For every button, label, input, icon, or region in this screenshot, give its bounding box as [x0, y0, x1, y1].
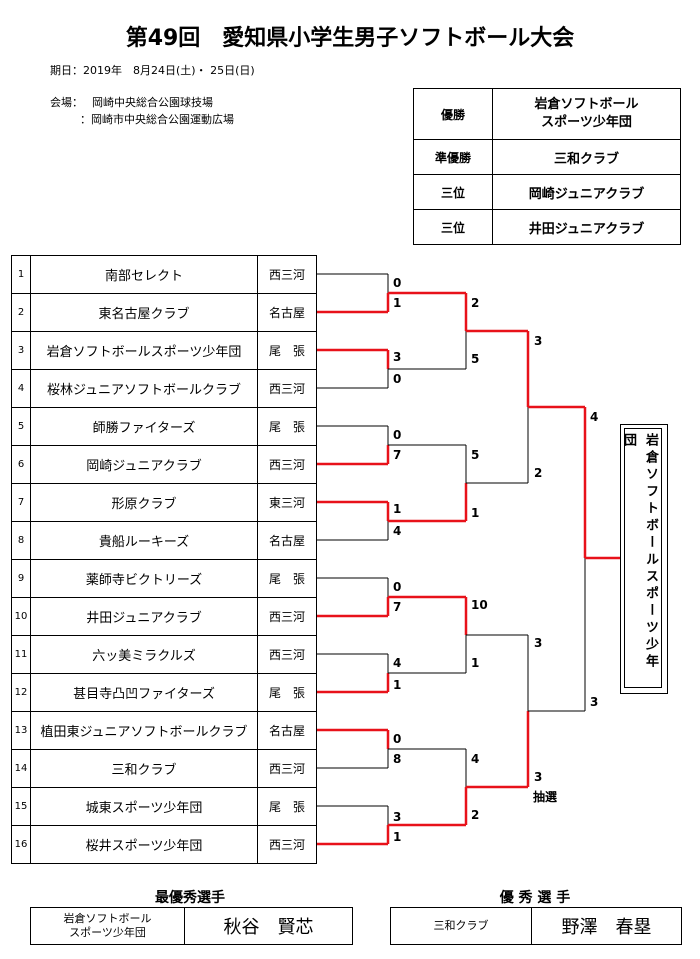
score-round1: 7 [393, 448, 402, 462]
score-round1: 1 [393, 830, 402, 844]
team-region: 尾 張 [257, 787, 317, 826]
score-quarterfinal: 2 [471, 296, 480, 310]
score-semifinal: 3 [534, 636, 543, 650]
venue-1: 岡崎中央総合公園球技場 [92, 96, 213, 109]
score-quarterfinal: 4 [471, 752, 480, 766]
venue-label: 会場： [50, 96, 83, 109]
score-quarterfinal: 2 [471, 808, 480, 822]
result-team: 井田ジュニアクラブ [492, 209, 681, 245]
team-row: 3 岩倉ソフトボールスポーツ少年団尾 張 [11, 331, 317, 370]
score-round1: 8 [393, 752, 402, 766]
result-row-third: 三位 岡崎ジュニアクラブ [413, 174, 681, 210]
score-round1: 1 [393, 678, 402, 692]
team-name: 甚目寺凸凹ファイターズ [30, 673, 258, 712]
team-name: 三和クラブ [30, 749, 258, 788]
team-row: 1 南部セレクト 西三河 [11, 255, 317, 294]
page-title: 第49回 愛知県小学生男子ソフトボール大会 [125, 26, 575, 51]
team-name: 井田ジュニアクラブ [30, 597, 258, 636]
team-name: 東名古屋クラブ [30, 293, 258, 332]
score-round1: 0 [393, 372, 402, 386]
score-round1: 0 [393, 428, 402, 442]
result-team: 岡崎ジュニアクラブ [492, 174, 681, 210]
team-region: 西三河 [257, 635, 317, 674]
excellent-team: 三和クラブ [391, 908, 532, 944]
team-region: 西三河 [257, 369, 317, 408]
score-semifinal: 3 [534, 770, 543, 784]
excellent-name: 野澤 春塁 [561, 917, 652, 938]
teams-table: 1 南部セレクト 西三河 2 東名古屋クラブ 名古屋 3 岩倉ソフトボールスポーツ少年団尾 張… [11, 255, 317, 864]
team-row: 6 岡崎ジュニアクラブ 西三河 [11, 445, 317, 484]
champion-name: 岩倉ソフトボールスポーツ少年団 [621, 428, 662, 688]
mvp-box: 岩倉ソフトボール スポーツ少年団 秋谷 賢芯 [30, 907, 353, 945]
mvp-title: 最優秀選手 [155, 890, 225, 906]
event-period: 期日：2019年 8月24日(土)・ 25日(日) [50, 64, 255, 77]
result-label: 三位 [413, 209, 493, 245]
team-name: 南部セレクト [30, 255, 258, 294]
score-final: 4 [590, 410, 599, 424]
team-name: 師勝ファイターズ [30, 407, 258, 446]
team-region: 西三河 [257, 749, 317, 788]
team-row: 14 三和クラブ 西三河 [11, 749, 317, 788]
score-round1: 0 [393, 732, 402, 746]
champion-box-outer [620, 424, 668, 694]
result-row-winner: 優勝 岩倉ソフトボール スポーツ少年団 [413, 88, 681, 140]
team-name: 城東スポーツ少年団 [30, 787, 258, 826]
score-semifinal: 3 [534, 334, 543, 348]
team-row: 16 桜井スポーツ少年団 西三河 [11, 825, 317, 864]
results-table: 優勝 岩倉ソフトボール スポーツ少年団 準優勝 三和クラブ 三位 岡崎ジュニアク… [413, 88, 681, 245]
team-region: 西三河 [257, 255, 317, 294]
result-row-third: 三位 井田ジュニアクラブ [413, 209, 681, 245]
score-quarterfinal: 1 [471, 506, 480, 520]
score-round1: 3 [393, 810, 402, 824]
team-row: 9 薬師寺ビクトリーズ尾 張 [11, 559, 317, 598]
score-final: 3 [590, 695, 599, 709]
score-semifinal: 2 [534, 466, 543, 480]
team-row: 2 東名古屋クラブ 名古屋 [11, 293, 317, 332]
team-row: 12 甚目寺凸凹ファイターズ尾 張 [11, 673, 317, 712]
score-round1: 4 [393, 656, 402, 670]
score-round1: 0 [393, 580, 402, 594]
score-quarterfinal: 10 [471, 598, 488, 612]
team-region: 尾 張 [257, 407, 317, 446]
result-label: 三位 [413, 174, 493, 210]
team-name: 形原クラブ [30, 483, 258, 522]
score-round1: 3 [393, 350, 402, 364]
team-region: 尾 張 [257, 673, 317, 712]
lottery-note: 抽選 [533, 790, 558, 804]
team-region: 尾 張 [257, 331, 317, 370]
excellent-title: 優 秀 選 手 [499, 890, 571, 906]
venue-2: ：岡崎市中央総合公園運動広場 [80, 113, 234, 126]
score-round1: 4 [393, 524, 402, 538]
score-quarterfinal: 5 [471, 448, 480, 462]
team-row: 15 城東スポーツ少年団尾 張 [11, 787, 317, 826]
score-round1: 1 [393, 502, 402, 516]
team-region: 名古屋 [257, 711, 317, 750]
team-region: 名古屋 [257, 293, 317, 332]
team-row: 10 井田ジュニアクラブ 西三河 [11, 597, 317, 636]
team-region: 西三河 [257, 825, 317, 864]
team-row: 5 師勝ファイターズ尾 張 [11, 407, 317, 446]
score-round1: 0 [393, 276, 402, 290]
score-round1: 1 [393, 296, 402, 310]
mvp-team: 岩倉ソフトボール スポーツ少年団 [31, 908, 185, 944]
team-region: 名古屋 [257, 521, 317, 560]
score-quarterfinal: 1 [471, 656, 480, 670]
team-name: 岩倉ソフトボールスポーツ少年団 [30, 331, 258, 370]
score-round1: 7 [393, 600, 402, 614]
team-name: 桜井スポーツ少年団 [30, 825, 258, 864]
score-quarterfinal: 5 [471, 352, 480, 366]
mvp-name: 秋谷 賢芯 [223, 917, 314, 938]
team-region: 西三河 [257, 597, 317, 636]
excellent-box: 三和クラブ 野澤 春塁 [390, 907, 682, 945]
result-label: 準優勝 [413, 139, 493, 175]
team-row: 13 植田東ジュニアソフトボールクラブ 名古屋 [11, 711, 317, 750]
team-name: 岡崎ジュニアクラブ [30, 445, 258, 484]
team-name: 植田東ジュニアソフトボールクラブ [30, 711, 258, 750]
